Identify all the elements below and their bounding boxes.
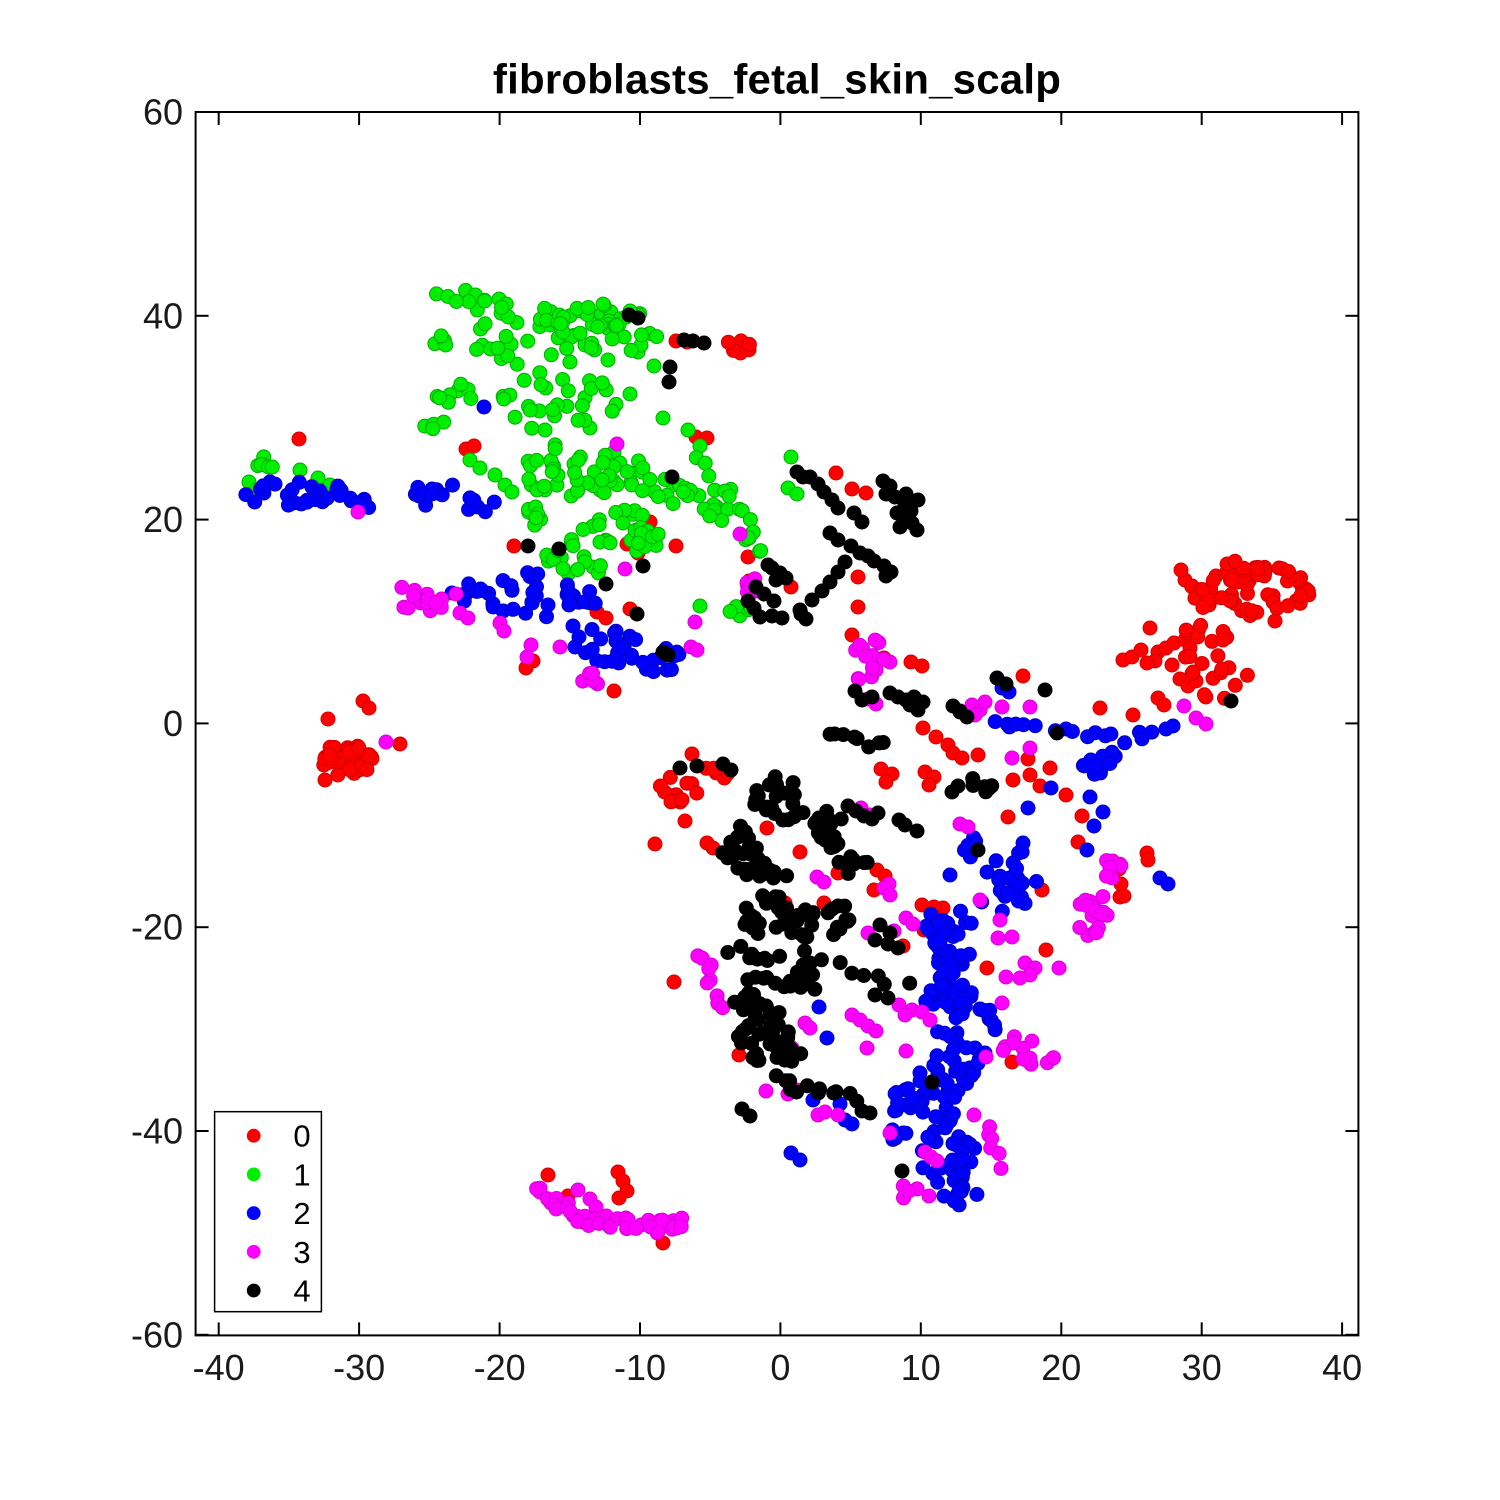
svg-text:40: 40: [143, 295, 183, 336]
svg-text:-20: -20: [131, 907, 183, 948]
svg-text:0: 0: [770, 1347, 790, 1388]
svg-text:fibroblasts_fetal_skin_scalp: fibroblasts_fetal_skin_scalp: [493, 56, 1061, 103]
svg-text:0: 0: [163, 703, 183, 744]
svg-text:3: 3: [293, 1235, 310, 1270]
svg-text:4: 4: [293, 1274, 310, 1309]
svg-text:20: 20: [143, 499, 183, 540]
svg-text:10: 10: [901, 1347, 941, 1388]
svg-text:-40: -40: [193, 1347, 245, 1388]
svg-text:2: 2: [293, 1196, 310, 1231]
svg-text:-30: -30: [333, 1347, 385, 1388]
svg-text:20: 20: [1041, 1347, 1081, 1388]
svg-text:30: 30: [1182, 1347, 1222, 1388]
svg-text:-40: -40: [131, 1111, 183, 1152]
svg-text:-20: -20: [474, 1347, 526, 1388]
svg-text:0: 0: [293, 1119, 310, 1154]
svg-text:-60: -60: [131, 1314, 183, 1355]
svg-text:40: 40: [1322, 1347, 1362, 1388]
svg-text:60: 60: [143, 92, 183, 133]
svg-text:-10: -10: [614, 1347, 666, 1388]
svg-text:1: 1: [293, 1157, 310, 1192]
